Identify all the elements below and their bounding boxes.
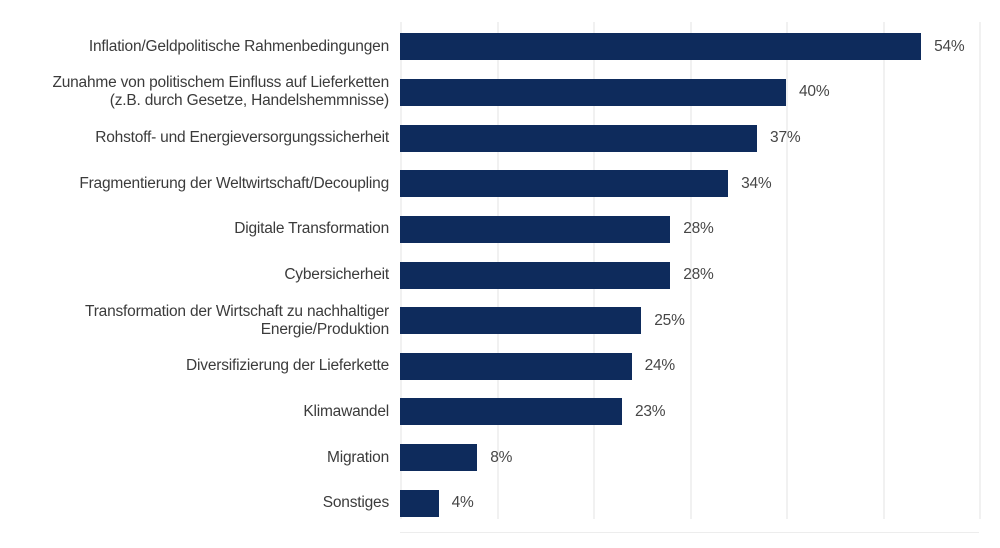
category-label: Zunahme von politischem Einfluss auf Lie…	[52, 74, 389, 110]
value-label: 23%	[634, 402, 666, 420]
gridline	[689, 22, 692, 519]
bar	[400, 215, 671, 243]
bar	[400, 78, 786, 106]
chart-row: Cybersicherheit 28%	[0, 252, 1000, 298]
bar	[400, 307, 642, 335]
bar	[400, 352, 632, 380]
bar	[400, 261, 671, 289]
value-label: 34%	[741, 174, 772, 192]
category-label: Cybersicherheit	[284, 266, 389, 284]
category-label: Rohstoff- und Energieversorgungssicherhe…	[95, 129, 389, 147]
bar	[400, 444, 478, 472]
bar	[400, 33, 922, 61]
bar-track: 25%	[400, 298, 979, 344]
value-label: 24%	[644, 357, 676, 375]
category-label: Transformation der Wirtschaft zu nachhal…	[85, 302, 389, 338]
bar-track: 8%	[400, 435, 979, 481]
bar	[400, 124, 758, 152]
chart-row: Zunahme von politischem Einfluss auf Lie…	[0, 70, 1000, 116]
category-label: Fragmentierung der Weltwirtschaft/Decoup…	[79, 174, 389, 192]
chart-row: Diversifizierung der Lieferkette 24%	[0, 343, 1000, 389]
chart-row: Rohstoff- und Energieversorgungssicherhe…	[0, 115, 1000, 161]
bar-track: 28%	[400, 252, 979, 298]
value-label: 8%	[490, 448, 513, 466]
bar-track: 37%	[400, 115, 979, 161]
bar-track: 23%	[400, 389, 979, 435]
category-label: Sonstiges	[322, 494, 389, 512]
category-label: Inflation/Geldpolitische Rahmenbedingung…	[88, 37, 389, 55]
bar	[400, 170, 729, 198]
bar	[400, 398, 622, 426]
chart-row: Migration 8%	[0, 435, 1000, 481]
chart-row: Transformation der Wirtschaft zu nachhal…	[0, 298, 1000, 344]
gridline	[786, 22, 788, 519]
chart-row: Fragmentierung der Weltwirtschaft/Decoup…	[0, 161, 1000, 207]
chart-row: Digitale Transformation 28%	[0, 207, 1000, 253]
value-label: 40%	[799, 83, 830, 101]
gridline	[979, 22, 981, 519]
value-label: 28%	[683, 220, 714, 238]
bar-track: 28%	[400, 207, 979, 253]
chart-row: Klimawandel 23%	[0, 389, 1000, 435]
bar	[400, 489, 439, 517]
chart-row: Sonstiges 4%	[0, 480, 1000, 526]
gridline	[882, 22, 885, 519]
bar-track: 54%	[400, 24, 979, 70]
chart-row: Inflation/Geldpolitische Rahmenbedingung…	[0, 24, 1000, 70]
category-label: Migration	[327, 448, 389, 466]
chart-rows: Inflation/Geldpolitische Rahmenbedingung…	[0, 24, 1000, 526]
bar-track: 24%	[400, 343, 979, 389]
value-label: 54%	[934, 37, 965, 55]
category-label: Diversifizierung der Lieferkette	[186, 357, 389, 375]
category-label: Digitale Transformation	[234, 220, 389, 238]
value-label: 4%	[451, 494, 474, 512]
value-label: 37%	[770, 129, 801, 147]
value-label: 28%	[683, 266, 714, 284]
bar-track: 40%	[400, 70, 979, 116]
category-label: Klimawandel	[303, 402, 389, 420]
bar-track: 4%	[400, 480, 979, 526]
value-label: 25%	[654, 311, 685, 329]
bar-track: 34%	[400, 161, 979, 207]
